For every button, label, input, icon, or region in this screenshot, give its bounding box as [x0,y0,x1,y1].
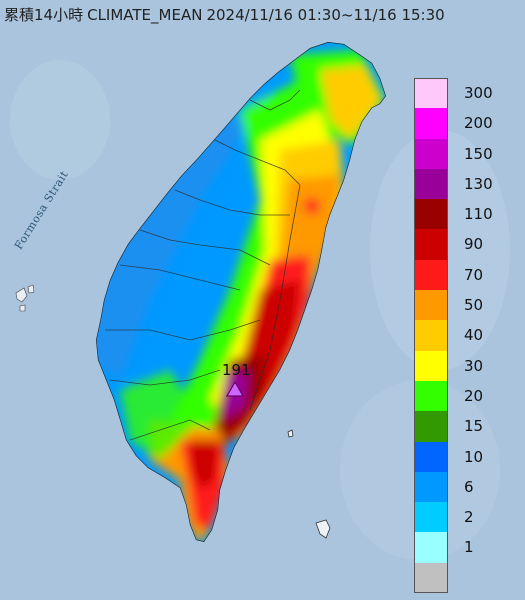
legend-label: 300 [464,84,493,102]
legend-label: 20 [464,386,484,405]
legend-label: 200 [464,114,493,133]
legend-swatch [414,199,448,230]
max-value-label: 191 [222,361,251,379]
legend-swatch [414,229,448,260]
legend-row: 90 [412,229,512,260]
legend-row: 15 [412,411,512,442]
legend-row: 10 [412,441,512,472]
legend-label: 150 [464,144,493,163]
sea-shade [10,60,110,180]
legend-row: 6 [412,471,512,503]
title-model: CLIMATE_MEAN [87,6,203,24]
legend-row: 40 [412,320,512,351]
legend-swatch [414,502,448,533]
legend-row: 2 [412,502,512,533]
legend-row: 200 [412,108,512,139]
legend-swatch [414,320,448,351]
legend-swatch [414,562,448,594]
county-boundaries [105,89,301,441]
legend-row: 1 [412,532,512,563]
legend-swatch [414,441,448,472]
legend-row: 110 [412,199,512,230]
legend-label: 110 [464,205,493,224]
legend-swatch [414,290,448,321]
legend-row: 50 [412,290,512,321]
penghu-islands [15,284,35,312]
legend-label: 70 [464,265,484,284]
legend-swatch [414,259,448,291]
legend-label: 15 [464,417,484,436]
legend-row: 70 [412,259,512,291]
legend-label: 10 [464,447,484,466]
green-island [287,429,294,438]
rainfall-legend: 300 200 150 130 110 90 70 50 40 30 20 15 10 6 2 1 [412,78,512,594]
legend-label: 40 [464,326,484,345]
legend-label: 130 [464,174,493,193]
triangle-max-icon [226,381,244,397]
legend-row: 20 [412,380,512,412]
legend-label: 2 [464,508,474,527]
legend-row: 150 [412,138,512,169]
legend-swatch [414,78,448,109]
legend-label: 50 [464,296,484,315]
legend-label: 30 [464,356,484,375]
legend-row: 30 [412,350,512,381]
legend-swatch [414,168,448,200]
legend-swatch [414,380,448,412]
title-prefix: 累積14小時 [4,6,84,24]
legend-swatch [414,532,448,563]
legend-swatch [414,350,448,381]
legend-row: 300 [412,78,512,109]
legend-swatch [414,108,448,139]
legend-label: 1 [464,538,474,557]
legend-swatch [414,138,448,169]
legend-row: 130 [412,168,512,200]
title-period: 2024/11/16 01:30~11/16 15:30 [206,6,445,24]
legend-row [412,562,512,594]
legend-label: 90 [464,235,484,254]
legend-swatch [414,471,448,503]
orchid-island [315,519,331,539]
legend-label: 6 [464,477,474,496]
map-title: 累積14小時 CLIMATE_MEAN 2024/11/16 01:30~11/16… [4,4,449,25]
legend-swatch [414,411,448,442]
